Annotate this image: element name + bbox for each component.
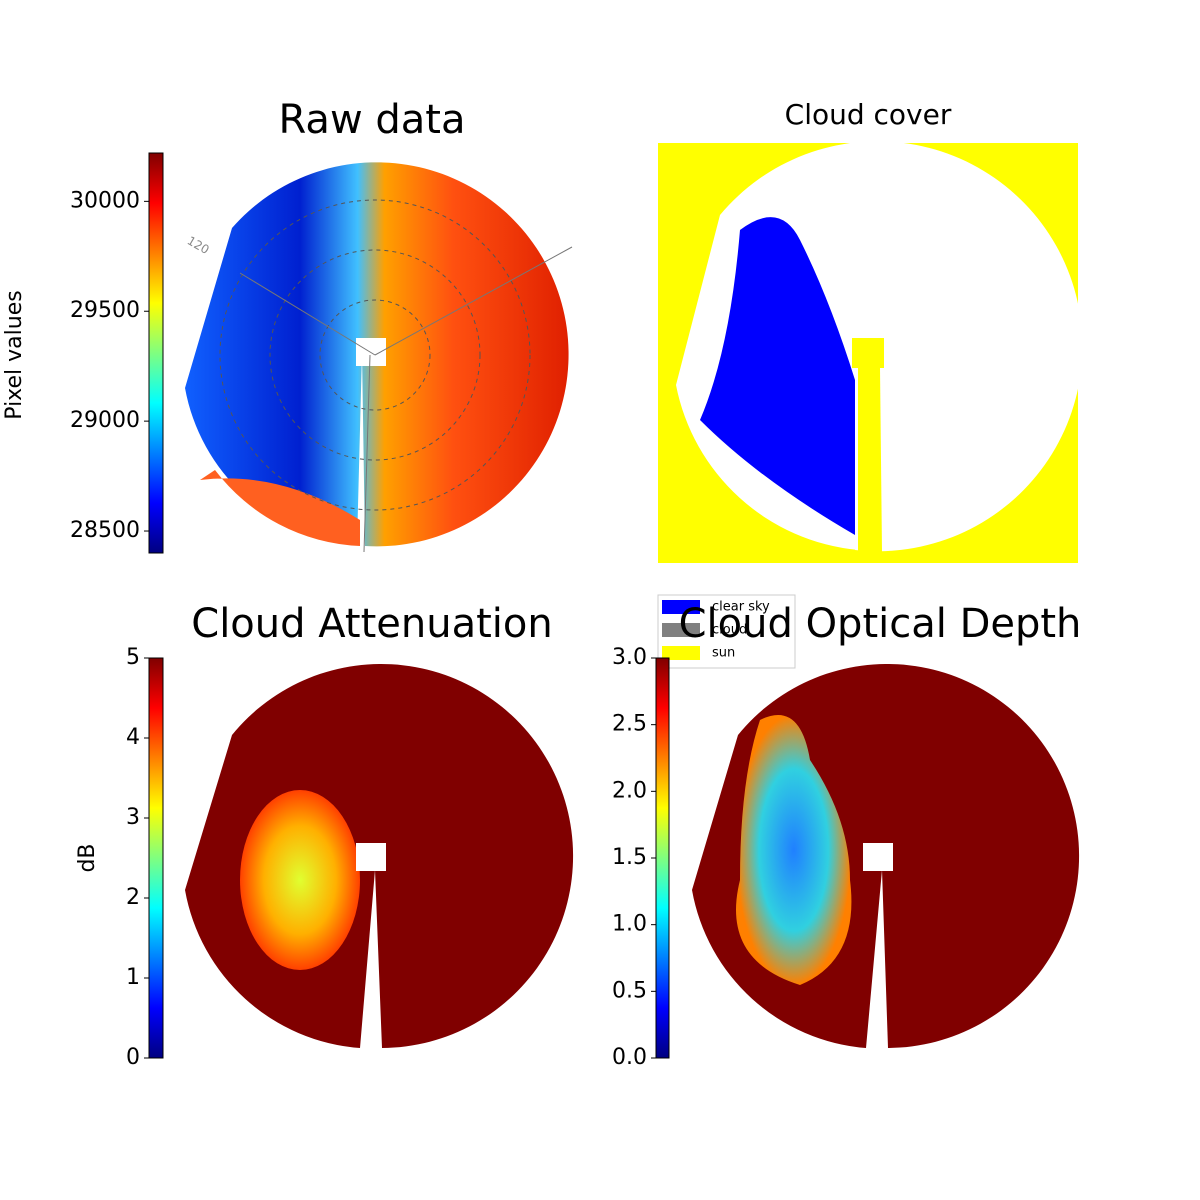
legend-swatch [662,646,700,660]
optical-depth-image [692,664,1080,1048]
colorbar-tick-label: 5 [126,645,140,670]
colorbar-tick-label: 3 [126,805,140,830]
panel-title: Cloud cover [785,98,952,131]
colorbar-tick-label: 29500 [70,298,140,323]
panel-title: Cloud Attenuation [191,601,552,647]
legend-label: clear sky [712,600,770,615]
colorbar-tick-label: 0.5 [612,978,647,1003]
colorbar-tick-label: 1 [126,965,140,990]
colorbar-tick-label: 4 [126,725,140,750]
panel-title: Cloud Optical Depth [679,601,1082,647]
colorbar-tick-label: 28500 [70,518,140,543]
raw-image [185,162,573,553]
colorbar-tick-label: 0.0 [612,1045,647,1070]
attenuation-image [185,664,574,1048]
colorbar [148,152,164,554]
polar-label: 120 [185,234,212,258]
colorbar-tick-label: 3.0 [612,645,647,670]
cloud-cover-image [658,141,1083,563]
colorbar-tick-label: 1.5 [612,845,647,870]
colorbar-tick-label: 2 [126,885,140,910]
legend-label: sun [712,646,735,661]
legend-label: cloud [712,623,747,638]
colorbar-tick-label: 2.0 [612,778,647,803]
colorbar-tick-label: 1.0 [612,912,647,937]
colorbar-tick-label: 30000 [70,188,140,213]
colorbar-tick-label: 0 [126,1045,140,1070]
colorbar [148,657,164,1059]
colorbar [655,657,670,1059]
colorbar-tick-label: 2.5 [612,712,647,737]
colorbar-tick-label: 29000 [70,408,140,433]
legend-swatch [662,623,700,637]
colorbar-label: Pixel values [2,290,27,419]
colorbar-label: dB [75,843,100,872]
legend-swatch [662,600,700,614]
panel-title: Raw data [279,97,466,143]
